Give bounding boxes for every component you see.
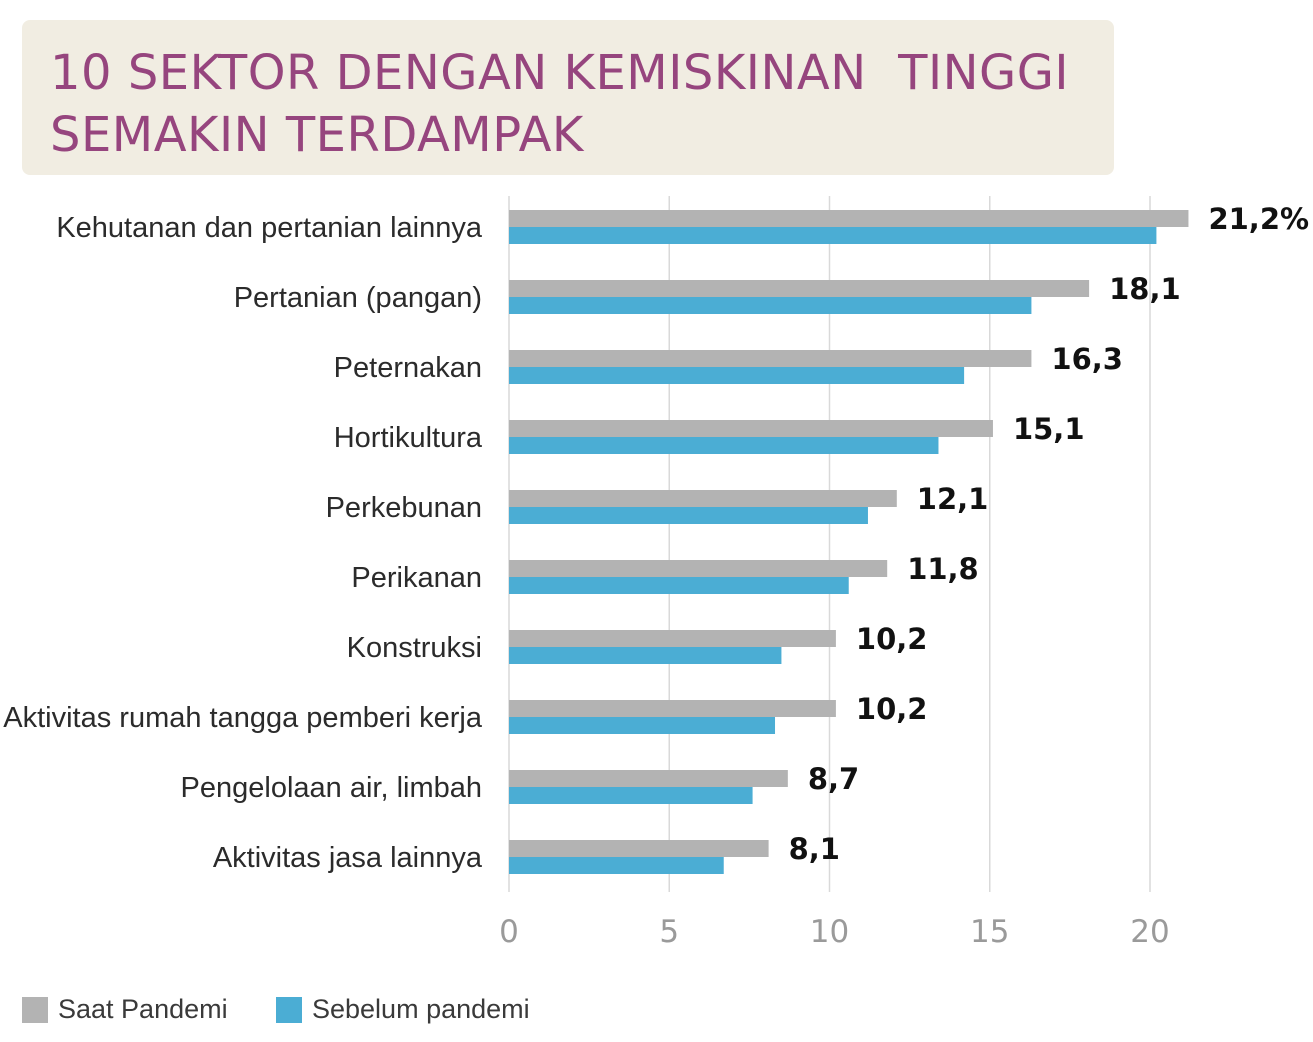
- bar-sebelum-pandemi-5: [509, 577, 849, 594]
- value-label-6: 10,2: [856, 622, 928, 656]
- chart-title-line-1: 10 SEKTOR DENGAN KEMISKINAN TINGGI: [50, 45, 1070, 101]
- bar-sebelum-pandemi-0: [509, 227, 1157, 244]
- x-tick-label-15: 15: [970, 914, 1009, 950]
- bar-saat-pandemi-4: [509, 490, 897, 507]
- bar-saat-pandemi-1: [509, 280, 1090, 297]
- category-label-8: Pengelolaan air, limbah: [181, 772, 482, 804]
- bar-sebelum-pandemi-7: [509, 717, 776, 734]
- bar-sebelum-pandemi-1: [509, 297, 1032, 314]
- bar-saat-pandemi-6: [509, 630, 836, 647]
- legend-swatch-saat-pandemi: [22, 996, 48, 1023]
- bar-sebelum-pandemi-2: [509, 367, 965, 384]
- x-tick-label-5: 5: [659, 914, 679, 950]
- legend-item-saat-pandemi: Saat Pandemi: [22, 994, 228, 1025]
- value-label-1: 18,1: [1109, 272, 1181, 306]
- category-label-2: Peternakan: [334, 352, 482, 384]
- value-label-3: 15,1: [1013, 412, 1085, 446]
- bar-chart: 0 5 10 15 20 Kehutanan dan pertanian lainnya 2…: [3, 196, 1309, 950]
- value-label-9: 8,1: [789, 832, 840, 866]
- bar-saat-pandemi-3: [509, 420, 993, 437]
- legend-swatch-sebelum-pandemi: [276, 996, 302, 1023]
- category-label-9: Aktivitas jasa lainnya: [213, 842, 483, 874]
- category-label-5: Perikanan: [351, 562, 482, 594]
- legend-label-sebelum-pandemi: Sebelum pandemi: [312, 994, 530, 1024]
- chart-title-line-2: SEMAKIN TERDAMPAK: [50, 107, 584, 163]
- bars: [509, 210, 1189, 874]
- x-tick-label-0: 0: [499, 914, 519, 950]
- bar-sebelum-pandemi-3: [509, 437, 939, 454]
- category-label-4: Perkebunan: [326, 492, 482, 524]
- x-tick-label-20: 20: [1130, 914, 1169, 950]
- value-label-7: 10,2: [856, 692, 928, 726]
- bar-saat-pandemi-9: [509, 840, 769, 857]
- title-box: 10 SEKTOR DENGAN KEMISKINAN TINGGI SEMAK…: [22, 20, 1114, 175]
- category-label-7: Aktivitas rumah tangga pemberi kerja: [3, 702, 483, 734]
- category-label-3: Hortikultura: [334, 422, 483, 454]
- value-label-8: 8,7: [808, 762, 859, 796]
- bar-sebelum-pandemi-8: [509, 787, 753, 804]
- legend-label-saat-pandemi: Saat Pandemi: [58, 994, 228, 1024]
- bar-sebelum-pandemi-9: [509, 857, 724, 874]
- x-tick-label-10: 10: [810, 914, 849, 950]
- bar-saat-pandemi-8: [509, 770, 788, 787]
- value-label-2: 16,3: [1051, 342, 1123, 376]
- value-label-0: 21,2%: [1208, 202, 1309, 236]
- category-label-0: Kehutanan dan pertanian lainnya: [56, 212, 483, 244]
- bar-saat-pandemi-2: [509, 350, 1032, 367]
- category-label-6: Konstruksi: [347, 632, 482, 664]
- value-label-5: 11,8: [907, 552, 979, 586]
- bar-sebelum-pandemi-6: [509, 647, 782, 664]
- bar-saat-pandemi-0: [509, 210, 1189, 227]
- bar-saat-pandemi-7: [509, 700, 836, 717]
- value-label-4: 12,1: [917, 482, 989, 516]
- legend-item-sebelum-pandemi: Sebelum pandemi: [276, 994, 530, 1025]
- bar-saat-pandemi-5: [509, 560, 888, 577]
- bar-sebelum-pandemi-4: [509, 507, 868, 524]
- labels: 0 5 10 15 20 Kehutanan dan pertanian lainnya 2…: [3, 202, 1309, 950]
- category-label-1: Pertanian (pangan): [234, 282, 482, 314]
